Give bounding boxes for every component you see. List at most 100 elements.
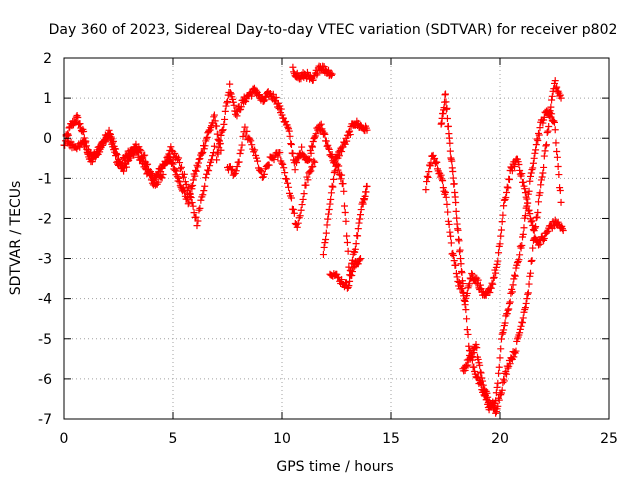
data-point <box>309 162 317 170</box>
data-point <box>479 381 487 389</box>
data-point <box>346 131 354 139</box>
data-point <box>335 162 343 170</box>
data-point <box>524 289 532 297</box>
data-point <box>309 137 317 145</box>
data-point <box>555 171 563 179</box>
data-point <box>535 241 543 249</box>
data-point <box>255 91 263 99</box>
data-point <box>175 154 183 162</box>
data-point <box>296 212 304 220</box>
data-point <box>532 141 540 149</box>
data-point <box>509 281 517 289</box>
data-point <box>356 255 364 263</box>
data-point <box>423 172 431 180</box>
data-point <box>356 256 364 264</box>
data-point <box>216 140 224 148</box>
y-axis-label: SDTVAR / TECUs <box>8 181 24 296</box>
data-point <box>179 173 187 181</box>
data-point <box>461 301 469 309</box>
data-point <box>74 113 82 121</box>
series-track-10 <box>459 77 565 417</box>
data-point <box>538 173 546 181</box>
data-point <box>523 202 531 210</box>
data-point <box>265 161 273 169</box>
data-point <box>107 136 115 144</box>
data-point <box>527 169 535 177</box>
data-point <box>516 325 524 333</box>
data-point <box>284 123 292 131</box>
data-point <box>527 257 535 265</box>
data-point <box>64 130 72 138</box>
data-point <box>300 151 308 159</box>
series-track-4 <box>224 123 319 231</box>
data-point <box>320 243 328 251</box>
data-point <box>206 162 214 170</box>
data-point <box>513 259 521 267</box>
data-point <box>516 329 524 337</box>
data-point <box>235 158 243 166</box>
data-point <box>501 319 509 327</box>
data-point <box>328 182 336 190</box>
data-point <box>306 168 314 176</box>
data-point <box>317 120 325 128</box>
data-point <box>70 117 78 125</box>
data-point <box>348 268 356 276</box>
data-point <box>300 190 308 198</box>
data-point <box>145 165 153 173</box>
x-axis-label: GPS time / hours <box>276 459 393 475</box>
data-point <box>137 147 145 155</box>
data-point <box>449 174 457 182</box>
data-point <box>345 282 353 290</box>
y-tick-label: -1 <box>38 171 52 187</box>
data-point <box>214 135 222 143</box>
data-point <box>173 167 181 175</box>
data-point <box>476 281 484 289</box>
data-point <box>551 77 559 85</box>
data-point <box>186 193 194 201</box>
y-tick-label: 1 <box>43 91 52 107</box>
data-point <box>527 218 535 226</box>
data-point <box>161 160 169 168</box>
data-point <box>348 271 356 279</box>
data-point <box>494 402 502 410</box>
data-point <box>356 211 364 219</box>
data-point <box>511 271 519 279</box>
data-point <box>482 291 490 299</box>
data-point <box>534 136 542 144</box>
data-point <box>325 145 333 153</box>
data-point <box>495 249 503 257</box>
data-point <box>230 101 238 109</box>
data-point <box>233 112 241 120</box>
data-point <box>363 126 371 134</box>
data-point <box>325 144 333 152</box>
data-point <box>532 223 540 231</box>
data-point <box>534 208 542 216</box>
data-point <box>528 166 536 174</box>
data-point <box>446 147 454 155</box>
data-point <box>439 177 447 185</box>
data-point <box>457 260 465 268</box>
data-point <box>146 170 154 178</box>
data-point <box>191 172 199 180</box>
y-tick-label: 2 <box>43 51 52 67</box>
data-point <box>171 166 179 174</box>
data-point <box>158 174 166 182</box>
data-point <box>289 63 297 71</box>
data-point <box>496 354 504 362</box>
data-point <box>533 135 541 143</box>
data-point <box>102 138 110 146</box>
data-point <box>498 386 506 394</box>
data-point <box>450 257 458 265</box>
data-point <box>254 157 262 165</box>
data-point <box>173 173 181 181</box>
y-tick-label: -3 <box>38 252 52 268</box>
data-point <box>504 184 512 192</box>
data-point <box>169 160 177 168</box>
data-point <box>118 159 126 167</box>
data-point <box>540 234 548 242</box>
data-point <box>106 132 114 140</box>
data-point <box>535 198 543 206</box>
data-point <box>340 187 348 195</box>
data-point <box>449 251 457 259</box>
x-tick-label: 25 <box>600 431 618 447</box>
